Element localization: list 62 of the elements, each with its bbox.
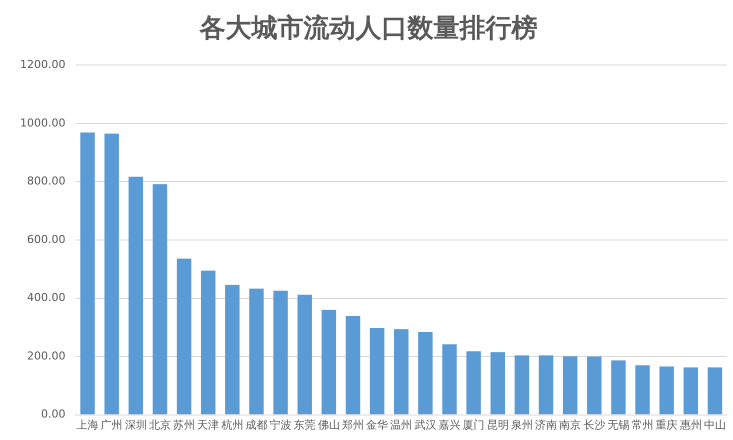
x-tick-label: 杭州 (220, 418, 244, 432)
bar (346, 316, 360, 414)
x-tick-label: 嘉兴 (438, 418, 461, 432)
x-tick-label: 济南 (535, 418, 558, 432)
bar (587, 356, 602, 414)
bar (370, 328, 384, 414)
x-tick-label: 武汉 (414, 418, 436, 432)
bar (490, 352, 506, 414)
bar (442, 344, 457, 414)
y-tick-label: 800.00 (26, 174, 66, 188)
x-tick-label: 温州 (390, 418, 412, 432)
x-tick-label: 天津 (197, 418, 220, 432)
bar (273, 290, 288, 414)
x-tick-label: 中山 (704, 418, 726, 432)
y-tick-label: 400.00 (26, 291, 66, 304)
bar (104, 134, 119, 414)
x-tick-label: 宁波 (270, 418, 292, 432)
y-tick-label: 1000.00 (20, 116, 66, 130)
bar (418, 332, 433, 414)
bar (200, 270, 216, 414)
x-tick-label: 昆明 (486, 418, 509, 432)
x-tick-label: 金华 (366, 418, 388, 432)
bar (611, 360, 626, 414)
bar (514, 355, 530, 414)
x-tick-label: 广州 (100, 418, 123, 432)
bar (152, 184, 168, 414)
x-tick-label: 南京 (559, 418, 582, 432)
bar (394, 329, 408, 414)
x-tick-label: 东莞 (294, 418, 316, 432)
x-tick-label: 上海 (76, 418, 99, 432)
x-tick-label: 惠州 (678, 418, 702, 432)
x-tick-label: 郑州 (342, 418, 364, 432)
x-tick-label: 深圳 (124, 418, 147, 432)
bar (708, 367, 722, 414)
bar (635, 365, 650, 414)
bar (659, 366, 674, 414)
y-tick-label: 600.00 (26, 232, 66, 246)
bar (80, 132, 95, 414)
bar (538, 355, 554, 414)
x-tick-label: 常州 (632, 418, 654, 432)
x-tick-label: 泉州 (510, 418, 533, 432)
x-tick-label: 苏州 (173, 418, 196, 432)
bar (297, 294, 312, 414)
bar (466, 351, 481, 414)
x-tick-label: 佛山 (318, 418, 340, 432)
x-tick-label: 长沙 (583, 418, 606, 432)
bar (176, 258, 192, 414)
x-tick-label: 厦门 (462, 418, 485, 432)
x-tick-label: 成都 (245, 418, 268, 432)
bar (225, 284, 240, 414)
bar (684, 367, 698, 414)
y-tick-label: 1200.00 (20, 58, 66, 72)
chart-title: 各大城市流动人口数量排行榜 (198, 13, 538, 44)
bar (562, 356, 578, 414)
bar (128, 176, 144, 414)
x-tick-label: 重庆 (656, 418, 678, 432)
y-tick-label: 200.00 (26, 349, 66, 362)
bar (322, 310, 336, 414)
x-tick-label: 无锡 (607, 418, 630, 432)
bar (249, 288, 264, 414)
x-tick-label: 北京 (148, 418, 171, 432)
y-tick-label: 0.00 (40, 408, 66, 421)
